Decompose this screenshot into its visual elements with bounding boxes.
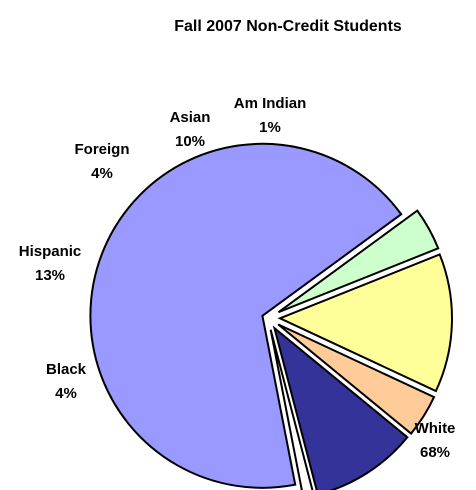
slice-label-hispanic: Hispanic bbox=[19, 243, 82, 260]
pie-slice-white bbox=[89, 142, 403, 489]
pie-slice-black bbox=[277, 209, 440, 314]
slice-label-black: Black bbox=[46, 361, 87, 378]
pie-slice-asian bbox=[272, 325, 409, 490]
slice-label-foreign: Foreign bbox=[75, 141, 130, 158]
slice-value-asian: 10% bbox=[175, 133, 205, 150]
pie-slice-am-indian bbox=[269, 329, 314, 490]
pie-labels: White 68% Black 4% Hispanic 13% Foreign 4% Asian… bbox=[19, 95, 456, 461]
pie-slices bbox=[89, 142, 453, 490]
slice-label-white: White bbox=[415, 420, 456, 437]
chart-title: Fall 2007 Non-Credit Students bbox=[174, 18, 402, 35]
slice-value-white: 68% bbox=[420, 444, 450, 461]
slice-value-foreign: 4% bbox=[91, 165, 113, 182]
slice-label-am-indian: Am Indian bbox=[234, 95, 307, 112]
slice-label-asian: Asian bbox=[170, 109, 211, 126]
slice-value-black: 4% bbox=[55, 385, 77, 402]
pie-slice-foreign bbox=[277, 323, 436, 435]
slice-value-hispanic: 13% bbox=[35, 267, 65, 284]
slice-value-am-indian: 1% bbox=[259, 119, 281, 136]
pie-slice-hispanic bbox=[277, 253, 453, 393]
